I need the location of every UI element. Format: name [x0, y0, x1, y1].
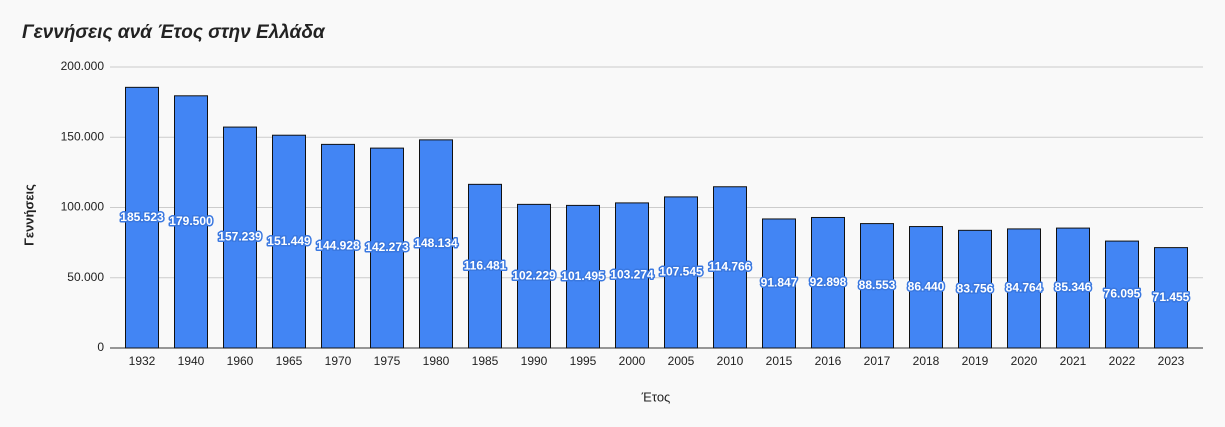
x-tick-label: 1995	[570, 354, 597, 368]
bar	[174, 95, 208, 349]
chart-title: Γεννήσεις ανά Έτος στην Ελλάδα	[22, 22, 326, 43]
value-label: 114.766	[709, 260, 752, 274]
value-label: 157.239	[218, 230, 262, 244]
bar	[566, 204, 600, 349]
value-label: 144.928	[316, 238, 360, 252]
y-tick-label: 0	[97, 340, 104, 354]
value-label: 84.764	[1006, 281, 1043, 295]
value-label: 179.500	[169, 214, 213, 228]
value-label: 91.847	[761, 276, 798, 290]
x-tick-label: 2015	[766, 354, 793, 368]
bar	[517, 203, 551, 349]
value-label: 151.449	[267, 234, 311, 248]
x-tick-label: 2000	[619, 354, 646, 368]
x-tick-label: 2017	[864, 354, 891, 368]
x-tick-label: 2021	[1060, 354, 1087, 368]
x-tick-label: 1975	[374, 354, 401, 368]
x-tick-label: 1970	[325, 354, 352, 368]
bar	[762, 218, 796, 349]
x-tick-label: 1985	[472, 354, 499, 368]
bar	[958, 229, 992, 349]
x-tick-label: 2023	[1158, 354, 1185, 368]
value-label: 116.481	[464, 258, 507, 272]
value-label: 92.898	[810, 275, 847, 289]
bar	[223, 126, 257, 349]
bar	[125, 86, 159, 349]
bar	[321, 143, 355, 349]
value-label: 71.455	[1153, 290, 1190, 304]
bar	[664, 196, 698, 349]
value-label: 83.756	[957, 281, 994, 295]
bar	[1007, 228, 1041, 349]
bar	[419, 139, 453, 349]
x-tick-label: 2005	[668, 354, 695, 368]
bar	[909, 226, 943, 349]
x-axis-title: Έτος	[641, 389, 671, 404]
x-tick-label: 2018	[913, 354, 940, 368]
x-tick-label: 2022	[1109, 354, 1136, 368]
bar	[1056, 227, 1090, 349]
y-tick-label: 50.000	[67, 270, 104, 284]
x-tick-label: 1965	[276, 354, 303, 368]
x-tick-label: 1990	[521, 354, 548, 368]
x-tick-label: 1932	[129, 354, 156, 368]
y-tick-label: 150.000	[61, 129, 105, 143]
y-axis-title: Γεννήσεις	[21, 184, 36, 246]
x-tick-label: 1960	[227, 354, 254, 368]
bar	[1105, 240, 1139, 349]
x-tick-label: 1980	[423, 354, 450, 368]
x-tick-label: 2016	[815, 354, 842, 368]
value-label: 85.346	[1055, 280, 1092, 294]
y-tick-label: 100.000	[61, 200, 105, 214]
x-tick-label: 2020	[1011, 354, 1038, 368]
x-tick-label: 2019	[962, 354, 989, 368]
value-label: 86.440	[908, 279, 945, 293]
bar	[615, 202, 649, 349]
value-label: 102.229	[512, 268, 556, 282]
value-label: 148.134	[414, 236, 458, 250]
value-label: 76.095	[1104, 287, 1141, 301]
value-label: 103.274	[610, 268, 654, 282]
bar	[1154, 247, 1188, 349]
bar	[370, 147, 404, 349]
bar	[811, 216, 845, 349]
value-label: 185.523	[120, 210, 164, 224]
x-tick-label: 1940	[178, 354, 205, 368]
value-label: 107.545	[659, 265, 703, 279]
bar	[468, 183, 502, 349]
y-tick-label: 200.000	[61, 59, 105, 73]
x-tick-label: 2010	[717, 354, 744, 368]
value-label: 142.273	[365, 240, 409, 254]
value-label: 101.495	[561, 269, 605, 283]
bar	[860, 223, 894, 349]
bar	[713, 186, 747, 349]
bar	[272, 134, 306, 349]
value-label: 88.553	[859, 278, 896, 292]
